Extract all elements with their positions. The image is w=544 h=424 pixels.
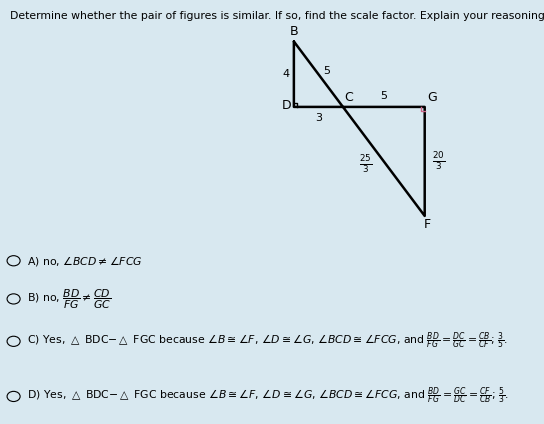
Text: C: C	[344, 91, 353, 103]
Text: 5: 5	[323, 66, 330, 76]
Text: C) Yes, $\triangle$ BDC$-\triangle$ FGC because $\angle B \cong \angle F$, $\ang: C) Yes, $\triangle$ BDC$-\triangle$ FGC …	[27, 331, 508, 352]
Text: 3: 3	[315, 113, 322, 123]
Text: G: G	[428, 92, 437, 104]
Text: 4: 4	[283, 69, 290, 79]
Text: Determine whether the pair of figures is similar. If so, find the scale factor. : Determine whether the pair of figures is…	[10, 11, 544, 21]
Text: $\frac{20}{3}$: $\frac{20}{3}$	[432, 150, 445, 172]
Text: D) Yes, $\triangle$ BDC$-\triangle$ FGC because $\angle B \cong \angle F$, $\ang: D) Yes, $\triangle$ BDC$-\triangle$ FGC …	[27, 386, 509, 407]
Text: A) no, $\angle BCD \neq \angle FCG$: A) no, $\angle BCD \neq \angle FCG$	[27, 254, 143, 268]
Text: B) no, $\dfrac{BD}{FG} \neq \dfrac{CD}{GC}$: B) no, $\dfrac{BD}{FG} \neq \dfrac{CD}{G…	[27, 287, 112, 311]
Text: B: B	[289, 25, 298, 38]
Text: $\frac{25}{3}$: $\frac{25}{3}$	[359, 153, 373, 175]
Text: F: F	[424, 218, 431, 232]
Text: D: D	[281, 99, 291, 112]
Text: 5: 5	[380, 91, 387, 101]
